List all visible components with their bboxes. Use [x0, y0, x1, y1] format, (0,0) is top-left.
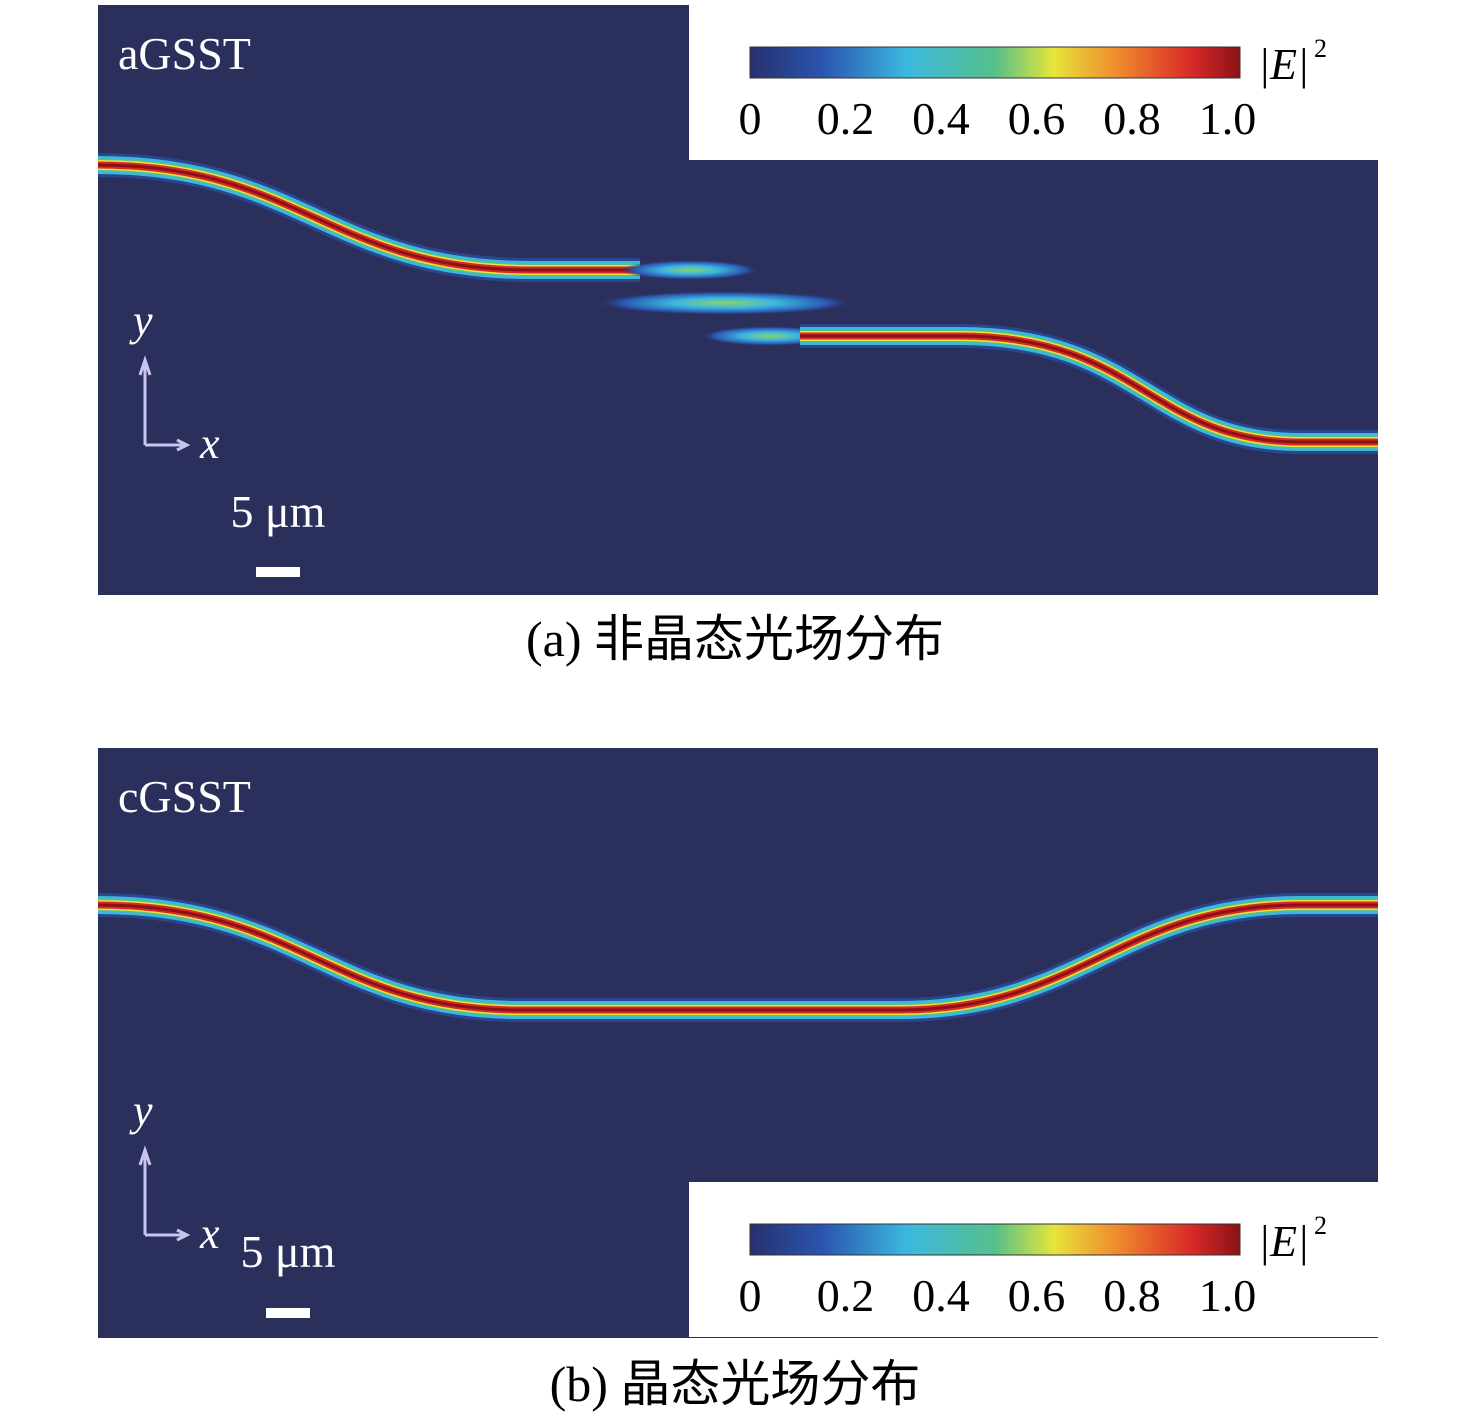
colorbar-exponent: 2 [1314, 34, 1327, 63]
axis-label-y: y [129, 1086, 153, 1135]
colorbar-box [689, 5, 1378, 160]
colorbar-tick-label: 0.2 [817, 93, 875, 144]
colorbar-tick-label: 0.8 [1103, 1270, 1161, 1321]
colorbar-tick-label: 0.6 [1008, 1270, 1066, 1321]
scale-bar-label: 5 μm [231, 486, 326, 537]
colorbar-exponent: 2 [1314, 1211, 1327, 1240]
colorbar-tick-label: 0.2 [817, 1270, 875, 1321]
waveguide [97, 903, 1378, 1012]
colorbar-tick-label: 1.0 [1199, 1270, 1257, 1321]
colorbar-tick-label: 0 [739, 93, 762, 144]
axis-arrows [138, 1145, 191, 1242]
panel-label: aGSST [118, 28, 251, 79]
field-coupler [595, 291, 855, 315]
scale-bar [266, 1308, 310, 1318]
panel-label: cGSST [118, 771, 251, 822]
colorbar-tick-label: 0.4 [912, 93, 970, 144]
colorbar-box [689, 1182, 1378, 1337]
colorbar-tick-label: 0.4 [912, 1270, 970, 1321]
axis-label-y: y [129, 296, 153, 345]
colorbar-tick-label: 0.6 [1008, 93, 1066, 144]
colorbar [749, 46, 1241, 79]
axis-arrows [138, 355, 191, 452]
axis-label-x: x [199, 1209, 220, 1258]
axis-label-x: x [199, 419, 220, 468]
scale-bar-label: 5 μm [241, 1226, 336, 1277]
colorbar-label: |E| [1258, 40, 1309, 89]
colorbar-tick-label: 0.8 [1103, 93, 1161, 144]
colorbar-tick-label: 1.0 [1199, 93, 1257, 144]
colorbar [749, 1223, 1241, 1256]
colorbar-label: |E| [1258, 1217, 1309, 1266]
waveguide [800, 334, 1378, 444]
scale-bar [256, 567, 300, 577]
field-tail [620, 260, 760, 280]
panel-caption: (b) 晶态光场分布 [550, 1356, 921, 1412]
colorbar-tick-label: 0 [739, 1270, 762, 1321]
waveguide [97, 163, 640, 272]
panel-caption: (a) 非晶态光场分布 [526, 611, 944, 667]
